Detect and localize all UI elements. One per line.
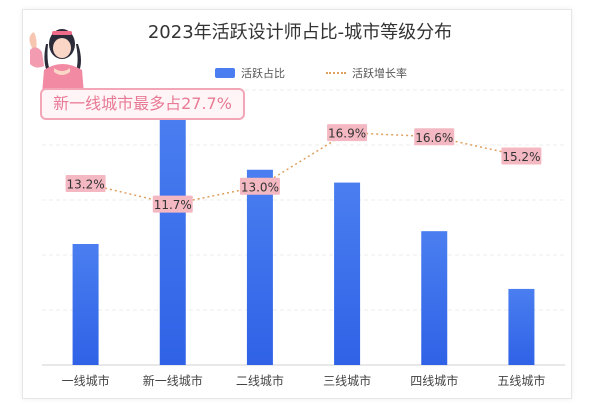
- data-label-bg: [152, 195, 193, 213]
- legend-bar-swatch: [215, 68, 235, 78]
- chart-title: 2023年活跃设计师占比-城市等级分布: [147, 22, 453, 43]
- bar: [159, 111, 186, 365]
- bar: [421, 231, 448, 365]
- legend-item-line[interactable]: 活跃增长率: [326, 66, 407, 80]
- highlight-annotation: 新一线城市最多占27.7%: [40, 88, 245, 120]
- data-label-bg: [327, 124, 368, 142]
- data-label-bg: [239, 177, 280, 195]
- x-tick-label: 二线城市: [236, 373, 284, 388]
- data-label-bg: [501, 147, 542, 165]
- legend-item-bar[interactable]: 活跃占比: [215, 66, 285, 80]
- legend-line-swatch: [326, 72, 346, 74]
- mascot-illustration: [29, 29, 84, 94]
- data-label: 13.0%: [241, 180, 279, 194]
- legend-line-label: 活跃增长率: [352, 67, 407, 80]
- bar: [246, 169, 273, 365]
- data-label: 15.2%: [502, 150, 540, 164]
- bar: [334, 182, 361, 365]
- x-tick-label: 四线城市: [410, 373, 458, 388]
- x-tick-label: 新一线城市: [143, 373, 203, 388]
- x-tick-label: 五线城市: [497, 373, 545, 388]
- x-tick-label: 三线城市: [323, 373, 371, 388]
- legend-bar-label: 活跃占比: [241, 67, 285, 80]
- data-label-bg: [65, 175, 106, 192]
- data-label: 11.7%: [154, 198, 192, 212]
- x-tick-label: 一线城市: [62, 373, 110, 388]
- data-label-bg: [414, 128, 455, 146]
- data-label: 16.6%: [415, 131, 453, 145]
- growth-line: [85, 131, 522, 205]
- data-label: 16.9%: [328, 127, 366, 141]
- bar: [72, 244, 99, 365]
- bar: [508, 288, 535, 365]
- chart-card: [22, 9, 572, 399]
- data-label: 13.2%: [67, 178, 105, 192]
